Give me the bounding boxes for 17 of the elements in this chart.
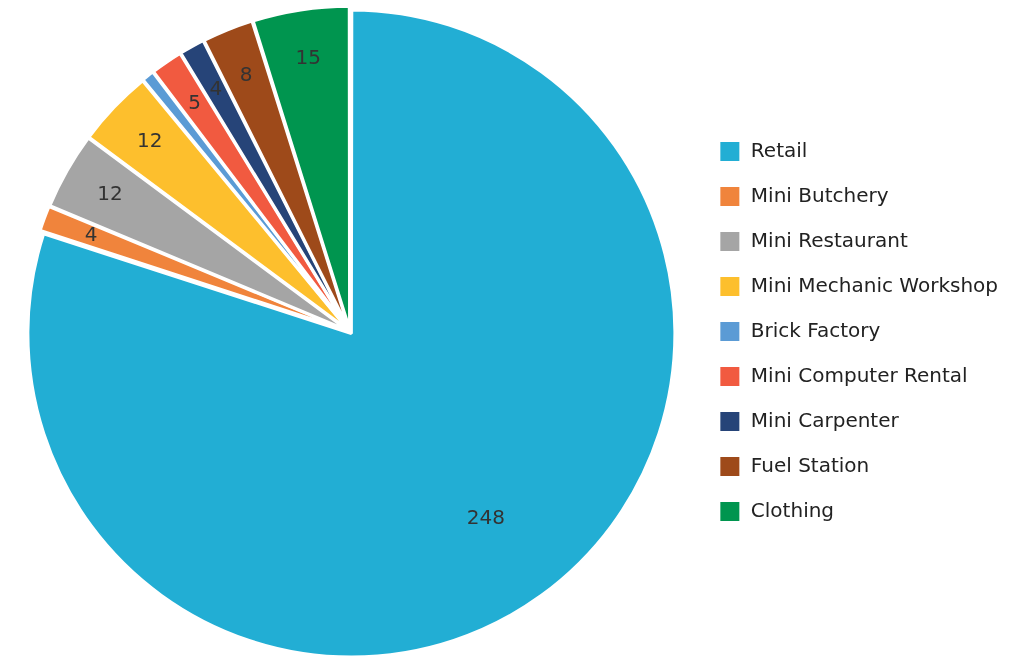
data-label: 4 (84, 221, 98, 246)
legend-label: Mini Restaurant (750, 227, 908, 252)
legend-label: Mini Computer Rental (750, 362, 968, 387)
data-label: 15 (295, 44, 321, 69)
data-label: 248 (466, 504, 505, 529)
legend-label: Clothing (750, 497, 835, 522)
legend-label: Mini Butchery (750, 182, 889, 207)
data-label: 12 (137, 127, 163, 152)
legend-label: Retail (750, 137, 808, 162)
data-label: 5 (188, 89, 201, 114)
data-label: 8 (239, 61, 253, 86)
legend-label: Mini Carpenter (750, 407, 900, 432)
legend-label: Brick Factory (750, 317, 881, 342)
legend-label: Mini Mechanic Workshop (750, 272, 999, 297)
data-label: 4 (209, 76, 223, 101)
legend-label: Fuel Station (750, 452, 870, 477)
data-label: 12 (97, 181, 123, 206)
